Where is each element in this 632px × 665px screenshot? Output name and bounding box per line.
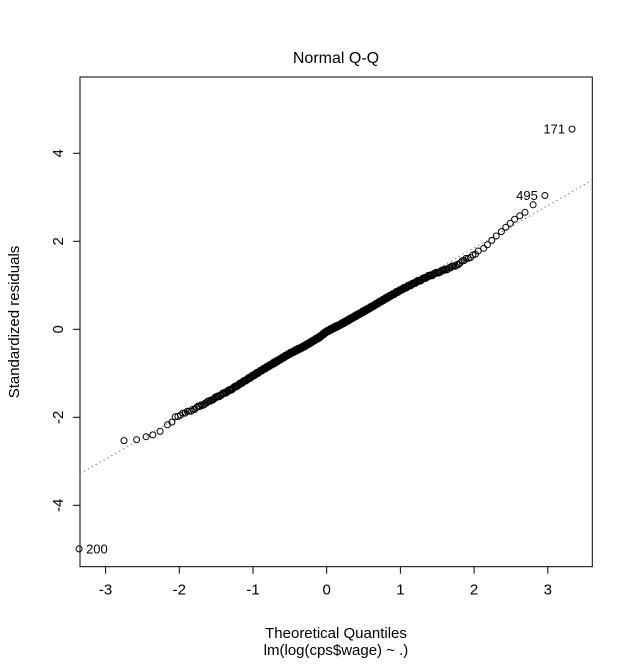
x-tick-label: 2 — [470, 582, 478, 599]
outlier-label-200: 200 — [86, 541, 108, 556]
outlier-label-495: 495 — [516, 188, 538, 203]
y-tick-label: -2 — [50, 411, 67, 424]
data-point — [181, 409, 189, 417]
y-tick-label: 2 — [50, 237, 67, 245]
data-point-right-tail — [488, 236, 496, 244]
outlier-point-200 — [75, 545, 83, 553]
data-point-left-tail — [133, 436, 141, 444]
data-point — [179, 409, 187, 417]
data-point-right-tail — [483, 241, 491, 249]
data-point-left-tail — [164, 421, 171, 429]
data-point-right-tail — [529, 201, 537, 209]
data-point-right-tail — [502, 223, 510, 231]
x-axis-label: Theoretical Quantiles — [265, 625, 407, 642]
outlier-point-495 — [541, 192, 549, 199]
data-point-right-tail — [521, 208, 529, 216]
data-point-right-tail — [506, 219, 514, 227]
outlier-label-171: 171 — [543, 122, 565, 137]
data-point-right-tail — [497, 228, 505, 236]
data-point — [456, 259, 464, 267]
data-point-right-tail — [511, 215, 519, 223]
data-point-left-tail — [168, 418, 176, 426]
data-point — [474, 247, 482, 255]
data-point — [451, 262, 459, 270]
outlier-point-171 — [568, 125, 576, 133]
data-point — [187, 407, 195, 415]
plot-border — [79, 76, 593, 568]
data-point-right-tail — [492, 232, 500, 240]
x-tick-label: 1 — [396, 582, 404, 599]
data-point — [196, 403, 204, 410]
x-tick-label: 3 — [544, 582, 552, 599]
data-point — [462, 254, 470, 262]
data-point-left-tail — [120, 437, 128, 445]
x-tick-label: 0 — [323, 582, 331, 599]
data-point-left-tail — [156, 427, 164, 435]
data-point — [440, 266, 448, 274]
data-point-right-tail — [516, 212, 524, 220]
data-point — [455, 261, 463, 269]
data-point-left-tail — [142, 433, 150, 441]
chart-title: Normal Q-Q — [292, 50, 380, 67]
data-point — [460, 257, 468, 265]
model-call-subtitle: lm(log(cps$wage) ~ .) — [263, 642, 409, 659]
y-tick-label: 4 — [50, 149, 67, 157]
data-point-left-tail — [149, 431, 157, 439]
x-tick-label: -3 — [99, 582, 112, 599]
y-tick-label: -4 — [50, 499, 67, 512]
x-tick-label: -1 — [246, 582, 259, 599]
x-tick-label: -2 — [173, 582, 186, 599]
data-point-right-tail — [480, 244, 488, 252]
data-point — [230, 383, 238, 391]
y-axis-label: Standardized residuals — [6, 245, 23, 399]
y-tick-label: 0 — [50, 325, 67, 333]
